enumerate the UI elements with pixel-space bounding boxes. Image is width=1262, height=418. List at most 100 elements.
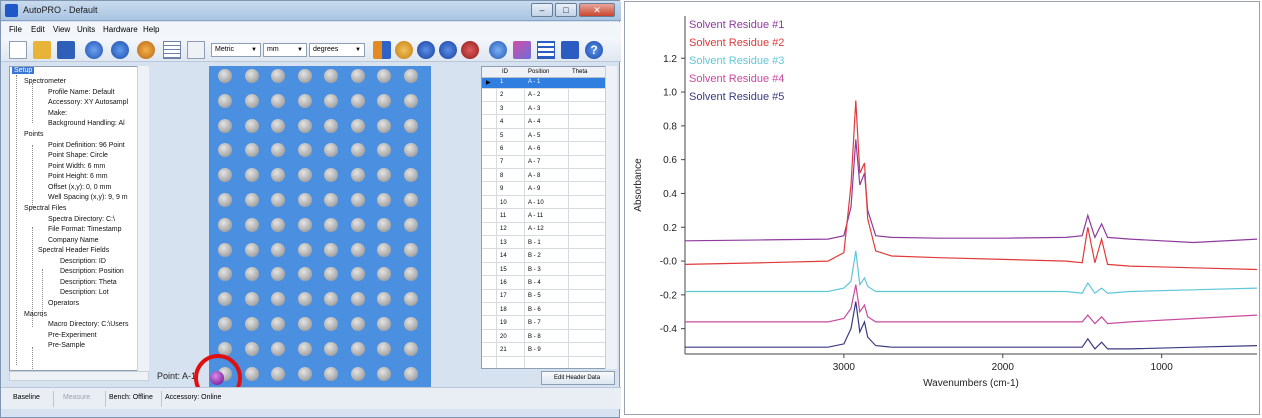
- plate-well[interactable]: [297, 143, 312, 158]
- hand-icon[interactable]: [395, 41, 413, 59]
- plate-well[interactable]: [324, 168, 338, 183]
- menu-file[interactable]: File: [9, 25, 22, 34]
- plate-well[interactable]: [297, 267, 312, 282]
- tree-item[interactable]: Spectrometer: [24, 78, 67, 85]
- plate-well[interactable]: [377, 317, 391, 331]
- plate-well[interactable]: [244, 366, 259, 381]
- plate-well[interactable]: [218, 93, 232, 108]
- measure-button[interactable]: Measure: [63, 394, 91, 401]
- table-row[interactable]: 11 A - 11: [482, 212, 616, 223]
- column-header-theta[interactable]: Theta: [572, 69, 588, 75]
- plate-well[interactable]: [218, 341, 232, 356]
- plate-well[interactable]: [377, 341, 391, 356]
- tree-item[interactable]: Make:: [48, 110, 68, 117]
- plate-well[interactable]: [244, 317, 259, 331]
- table-row[interactable]: 12 A - 12: [482, 225, 616, 236]
- table-row[interactable]: 14 B - 2: [482, 252, 616, 263]
- plate-well[interactable]: [377, 267, 391, 282]
- plate-well[interactable]: [324, 143, 338, 158]
- settings-cogs-icon[interactable]: [489, 41, 507, 59]
- menu-help[interactable]: Help: [143, 25, 160, 34]
- plate-well[interactable]: [244, 118, 259, 133]
- grid-view-icon[interactable]: [163, 41, 181, 59]
- plate-well[interactable]: [350, 69, 365, 83]
- plate-well[interactable]: [218, 292, 232, 307]
- tree-item[interactable]: Pre-Sample: [48, 342, 85, 349]
- plate-well[interactable]: [297, 93, 312, 108]
- plate-well[interactable]: [324, 292, 338, 307]
- table-row[interactable]: 20 B - 8: [482, 333, 616, 344]
- plate-well[interactable]: [350, 242, 365, 257]
- plate-well[interactable]: [218, 118, 232, 133]
- report-icon[interactable]: [561, 41, 579, 59]
- maximize-button[interactable]: □: [555, 3, 577, 17]
- plate-well[interactable]: [297, 69, 312, 83]
- plate-well[interactable]: [218, 317, 232, 331]
- point-view-icon[interactable]: [187, 41, 205, 59]
- tree-item[interactable]: Point Width: 6 mm: [48, 163, 106, 170]
- tree-item[interactable]: Description: Position: [60, 268, 124, 275]
- tree-item[interactable]: Description: Theta: [60, 279, 117, 286]
- sort-arrows-icon[interactable]: [373, 41, 391, 59]
- eraser-icon[interactable]: [513, 41, 531, 59]
- table-row[interactable]: 17 B - 5: [482, 292, 616, 303]
- tree-item[interactable]: Company Name: [48, 237, 99, 244]
- plate-well[interactable]: [324, 193, 338, 207]
- title-bar[interactable]: AutoPRO - Default – □ ✕: [1, 1, 621, 21]
- plate-well[interactable]: [324, 69, 338, 83]
- menu-edit[interactable]: Edit: [31, 25, 45, 34]
- plate-well[interactable]: [271, 193, 285, 207]
- table-row[interactable]: ▶ 1 A - 1: [482, 78, 616, 89]
- menu-units[interactable]: Units: [77, 25, 96, 34]
- plate-well[interactable]: [271, 69, 285, 83]
- plate-well[interactable]: [350, 366, 365, 381]
- stop-icon[interactable]: [461, 41, 479, 59]
- plate-well[interactable]: [377, 118, 391, 133]
- plate-well[interactable]: [350, 93, 365, 108]
- help-icon[interactable]: ?: [585, 41, 603, 59]
- plate-well[interactable]: [218, 267, 232, 282]
- tree-item[interactable]: Point Definition: 96 Point: [48, 142, 125, 149]
- plate-well[interactable]: [350, 168, 365, 183]
- plate-well[interactable]: [271, 242, 285, 257]
- plate-well[interactable]: [377, 217, 391, 232]
- plate-well[interactable]: [350, 143, 365, 158]
- table-row[interactable]: 8 A - 8: [482, 172, 616, 183]
- plate-well[interactable]: [297, 242, 312, 257]
- plate-well[interactable]: [271, 366, 285, 381]
- angle-unit-select[interactable]: degrees ▼: [309, 43, 365, 57]
- plate-well[interactable]: [244, 267, 259, 282]
- edit-header-data-button[interactable]: Edit Header Data: [541, 371, 615, 385]
- plate-well[interactable]: [297, 292, 312, 307]
- plate-well[interactable]: [403, 69, 418, 83]
- plate-well[interactable]: [244, 69, 259, 83]
- plate-well[interactable]: [297, 217, 312, 232]
- plate-well[interactable]: [324, 341, 338, 356]
- plate-well[interactable]: [271, 118, 285, 133]
- plate-well[interactable]: [244, 217, 259, 232]
- plate-well[interactable]: [350, 217, 365, 232]
- plate-well[interactable]: [403, 341, 418, 356]
- plate-well[interactable]: [271, 341, 285, 356]
- plate-well[interactable]: [271, 292, 285, 307]
- list-icon[interactable]: [537, 41, 555, 59]
- tree-item[interactable]: Pre-Experiment: [48, 332, 97, 339]
- table-row[interactable]: 5 A - 5: [482, 132, 616, 143]
- plate-well[interactable]: [403, 292, 418, 307]
- tree-item[interactable]: Macros: [24, 311, 47, 318]
- table-row[interactable]: 13 B - 1: [482, 239, 616, 250]
- table-row[interactable]: 10 A - 10: [482, 199, 616, 210]
- plate-well[interactable]: [350, 193, 365, 207]
- plate-well[interactable]: [324, 267, 338, 282]
- plate-well[interactable]: [403, 242, 418, 257]
- plate-well[interactable]: [218, 193, 232, 207]
- setup-tree[interactable]: Setup Spectrometer Profile Name: Default…: [9, 66, 149, 371]
- open-folder-icon[interactable]: [33, 41, 51, 59]
- plate-well[interactable]: [271, 267, 285, 282]
- tree-item[interactable]: Description: ID: [60, 258, 106, 265]
- table-row[interactable]: 9 A - 9: [482, 185, 616, 196]
- plate-well[interactable]: [350, 267, 365, 282]
- globe-icon[interactable]: [85, 41, 103, 59]
- column-header-id[interactable]: ID: [502, 69, 508, 75]
- tree-horizontal-scrollbar[interactable]: [9, 371, 149, 381]
